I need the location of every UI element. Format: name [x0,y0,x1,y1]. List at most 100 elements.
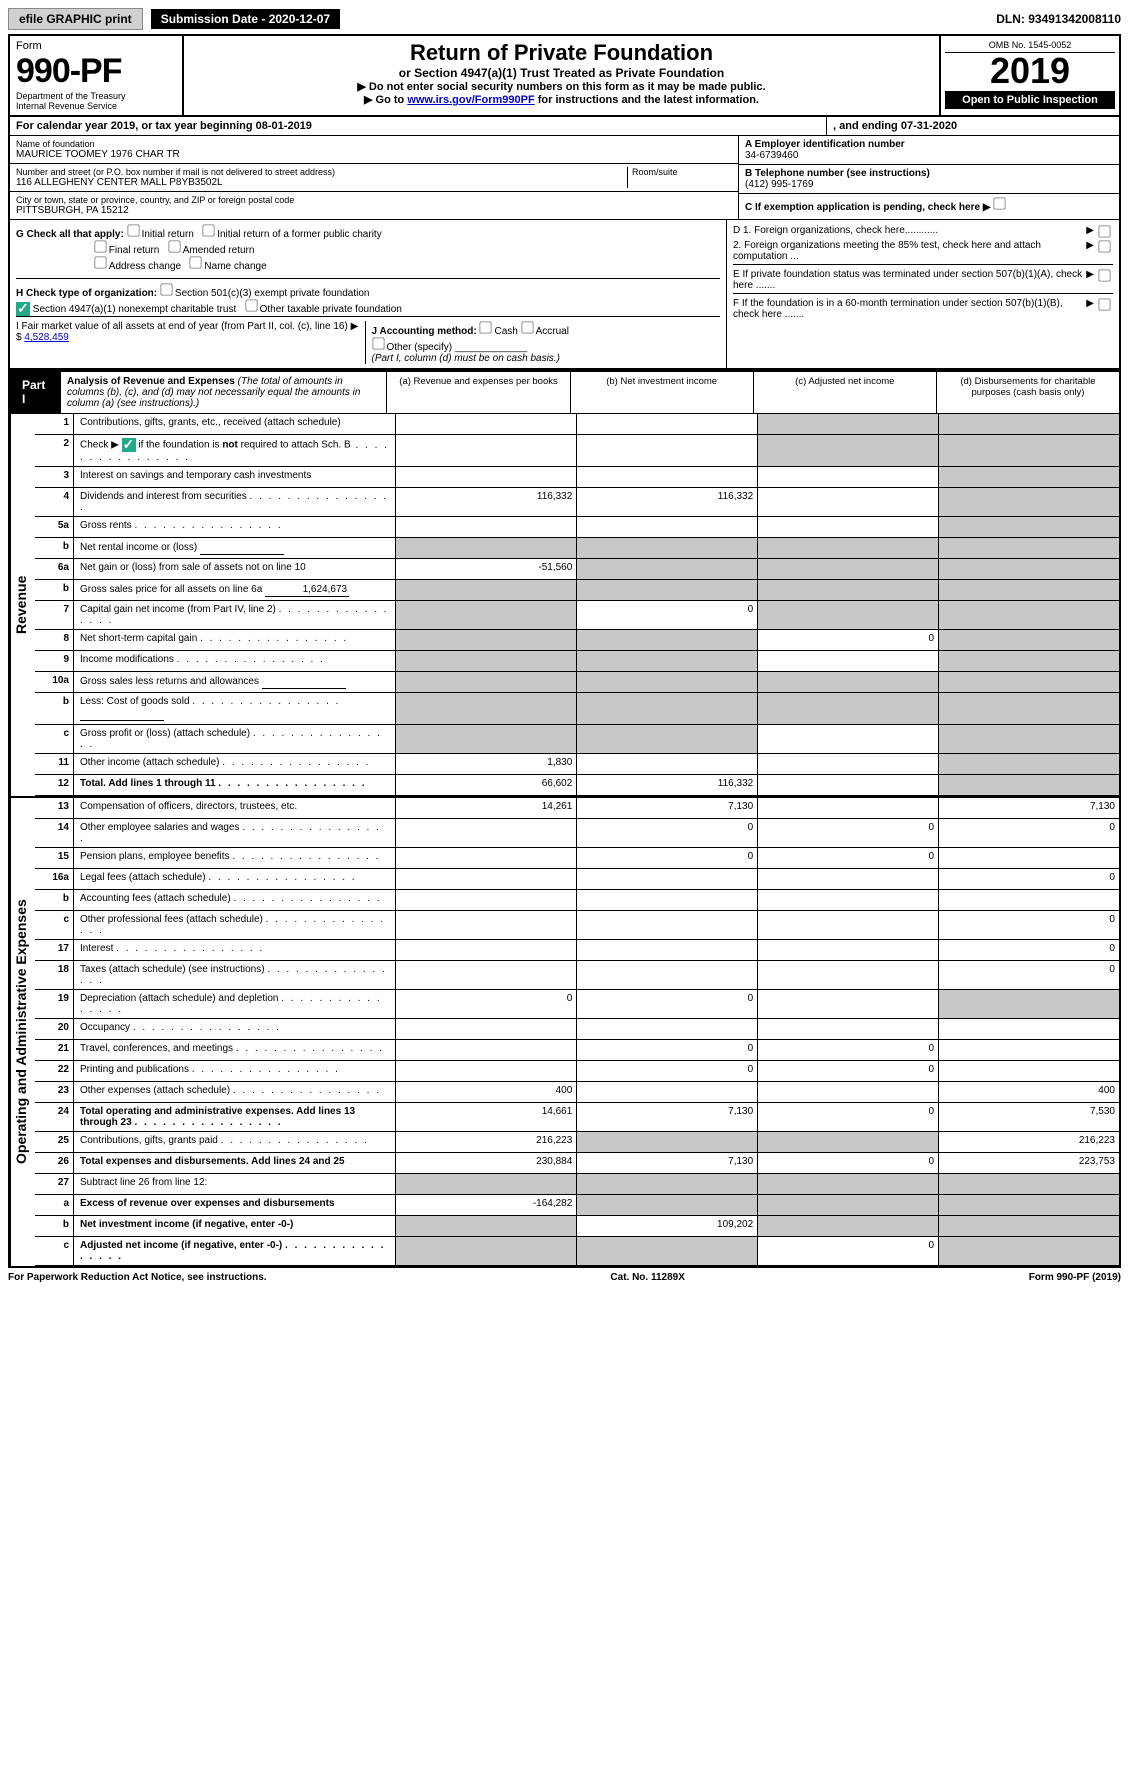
part-1-header: Part I Analysis of Revenue and Expenses … [10,370,1119,414]
entity-info: Name of foundation MAURICE TOOMEY 1976 C… [10,136,1119,220]
value-cell [577,651,758,671]
row-description: Contributions, gifts, grants, etc., rece… [74,414,396,434]
value-cell: 7,530 [939,1103,1119,1131]
c-checkbox[interactable] [994,197,1006,209]
j-cash-checkbox[interactable] [480,322,492,334]
table-row: 22Printing and publications 00 [35,1061,1119,1082]
table-row: 18Taxes (attach schedule) (see instructi… [35,961,1119,990]
g-initial-former-checkbox[interactable] [203,224,215,236]
h-501c3-checkbox[interactable] [160,283,172,295]
row-description: Subtract line 26 from line 12: [74,1174,396,1194]
row-number: 2 [35,435,74,466]
row-number: 1 [35,414,74,434]
row-number: 12 [35,775,74,795]
g-address-checkbox[interactable] [94,256,106,268]
city-state-zip: PITTSBURGH, PA 15212 [16,205,732,216]
j-note: (Part I, column (d) must be on cash basi… [372,353,560,364]
value-cell [758,940,939,960]
table-row: 10aGross sales less returns and allowanc… [35,672,1119,693]
value-cell: 0 [577,601,758,629]
i-fmv-value[interactable]: 4,528,459 [24,332,69,343]
value-cell [758,1174,939,1194]
value-cell [577,1237,758,1265]
value-cell [396,1019,577,1039]
value-cell [758,672,939,692]
row-number: b [35,693,74,724]
value-cell [577,1132,758,1152]
value-cell: 0 [577,848,758,868]
name-label: Name of foundation [16,139,732,149]
value-cell [939,1195,1119,1215]
g-initial-checkbox[interactable] [127,224,139,236]
value-cell [396,1216,577,1236]
value-cell [939,1040,1119,1060]
j-other-checkbox[interactable] [372,338,384,350]
value-cell [577,725,758,753]
value-cell: 0 [758,1103,939,1131]
value-cell: 0 [939,961,1119,989]
row-description: Total operating and administrative expen… [74,1103,396,1131]
value-cell [758,693,939,724]
row-number: 26 [35,1153,74,1173]
table-row: 9Income modifications [35,651,1119,672]
inline-value [265,583,349,597]
value-cell [758,1195,939,1215]
row-description: Pension plans, employee benefits [74,848,396,868]
value-cell [758,911,939,939]
value-cell [577,940,758,960]
col-c-head: (c) Adjusted net income [754,372,937,413]
j-accrual-checkbox[interactable] [521,322,533,334]
row-number: 13 [35,798,74,818]
table-row: 21Travel, conferences, and meetings 00 [35,1040,1119,1061]
table-row: 23Other expenses (attach schedule) 40040… [35,1082,1119,1103]
g-name-checkbox[interactable] [190,256,202,268]
irs-link[interactable]: www.irs.gov/Form990PF [407,94,534,106]
value-cell [577,1082,758,1102]
value-cell [939,754,1119,774]
row-description: Gross sales less returns and allowances [74,672,396,692]
table-row: bNet rental income or (loss) [35,538,1119,559]
efile-button[interactable]: efile GRAPHIC print [8,8,143,30]
value-cell [577,1174,758,1194]
value-cell [577,517,758,537]
row-number: b [35,538,74,558]
value-cell [396,1174,577,1194]
value-cell [939,990,1119,1018]
f-checkbox[interactable] [1098,298,1110,310]
table-row: 7Capital gain net income (from Part IV, … [35,601,1119,630]
value-cell: 0 [396,990,577,1018]
table-row: bAccounting fees (attach schedule) [35,890,1119,911]
value-cell [396,601,577,629]
form-header: Form 990-PF Department of the Treasury I… [10,36,1119,117]
d1-checkbox[interactable] [1098,225,1110,237]
row-number: 3 [35,467,74,487]
row-number: 22 [35,1061,74,1081]
value-cell [396,467,577,487]
value-cell [758,1132,939,1152]
table-row: 19Depreciation (attach schedule) and dep… [35,990,1119,1019]
table-row: 24Total operating and administrative exp… [35,1103,1119,1132]
row-description: Compensation of officers, directors, tru… [74,798,396,818]
value-cell [939,435,1119,466]
value-cell: 0 [758,819,939,847]
table-row: 6aNet gain or (loss) from sale of assets… [35,559,1119,580]
row-description: Gross profit or (loss) (attach schedule) [74,725,396,753]
row-description: Check ▶ if the foundation is not require… [74,435,396,466]
dln-number: DLN: 93491342008110 [996,12,1121,26]
g-amended-checkbox[interactable] [168,240,180,252]
d2-checkbox[interactable] [1098,240,1110,252]
g-final-checkbox[interactable] [94,240,106,252]
value-cell [939,601,1119,629]
form-subtitle: or Section 4947(a)(1) Trust Treated as P… [190,66,933,80]
value-cell [758,580,939,600]
value-cell: -51,560 [396,559,577,579]
value-cell [939,725,1119,753]
h-other-checkbox[interactable] [245,299,257,311]
value-cell: 216,223 [396,1132,577,1152]
inline-input [80,707,164,721]
value-cell [396,848,577,868]
table-row: 13Compensation of officers, directors, t… [35,798,1119,819]
f-label: F If the foundation is in a 60-month ter… [733,298,1082,320]
value-cell [939,775,1119,795]
e-checkbox[interactable] [1098,269,1110,281]
